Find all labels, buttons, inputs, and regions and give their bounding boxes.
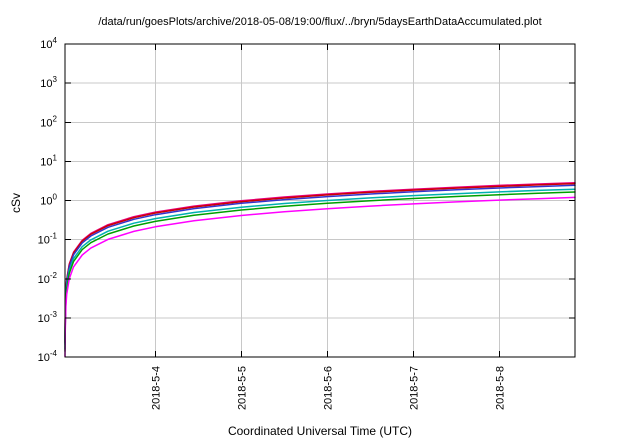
x-tick-label: 2018-5-7 [408,366,420,410]
y-tick-label: 103 [40,75,57,90]
x-tick-label: 2018-5-8 [494,366,506,410]
x-tick-label: 2018-5-4 [150,366,162,410]
y-tick-label: 102 [40,114,57,129]
chart-title: /data/run/goesPlots/archive/2018-05-08/1… [98,16,542,28]
y-tick-label: 10-3 [38,310,58,325]
y-tick-label: 10-4 [38,349,58,364]
series-line-accumulated-dose-6 [64,196,576,358]
x-tick-label: 2018-5-6 [322,366,334,410]
y-tick-label: 101 [40,153,57,168]
y-tick-label: 10-2 [38,271,58,286]
plot-border [64,43,576,358]
y-tick-label: 10-1 [38,232,58,247]
y-tick-label: 104 [40,36,57,51]
y-tick-label: 100 [40,193,57,208]
y-axis-label: cSv [9,193,23,214]
series-line-accumulated-dose-4 [64,188,576,350]
x-axis-label: Coordinated Universal Time (UTC) [227,424,413,438]
series-line-accumulated-dose-2 [64,182,576,344]
x-tick-label: 2018-5-5 [236,366,248,410]
series-line-accumulated-dose-5 [64,191,576,353]
